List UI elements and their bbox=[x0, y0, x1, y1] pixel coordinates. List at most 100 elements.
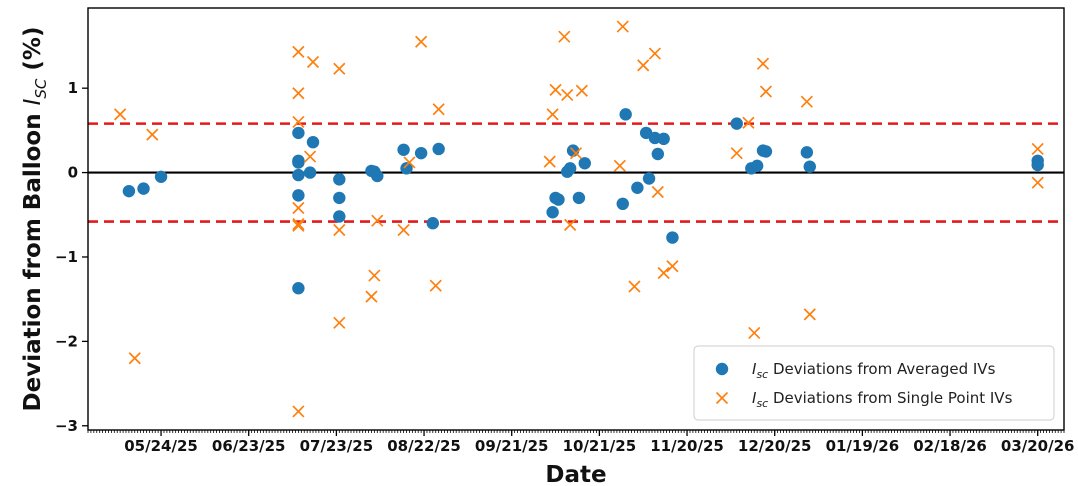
point-single-39 bbox=[742, 116, 755, 129]
point-single-15-stroke-b bbox=[365, 290, 378, 303]
point-single-7-stroke-b bbox=[292, 217, 305, 231]
point-single-36 bbox=[651, 185, 664, 199]
point-single-23-stroke-b bbox=[543, 155, 556, 168]
y-tick-label-4: 1 bbox=[68, 79, 78, 97]
point-single-13-stroke-b bbox=[333, 223, 346, 237]
point-single-24 bbox=[546, 108, 559, 121]
point-single-14-stroke-b bbox=[333, 316, 346, 329]
point-single-2 bbox=[146, 128, 159, 141]
x-tick-label-5: 10/21/25 bbox=[563, 437, 637, 455]
plot-area bbox=[88, 20, 1064, 418]
point-single-12-stroke-b bbox=[333, 62, 346, 75]
point-averaged-39 bbox=[730, 117, 743, 130]
point-single-27-stroke-b bbox=[561, 88, 574, 102]
point-single-29-stroke-b bbox=[569, 147, 583, 160]
point-single-35-stroke-b bbox=[648, 47, 661, 60]
point-single-11-stroke-b bbox=[306, 55, 320, 69]
x-tick-label-4: 09/21/25 bbox=[475, 437, 549, 455]
point-single-16 bbox=[368, 269, 381, 282]
point-single-46 bbox=[1031, 142, 1044, 156]
point-single-11 bbox=[306, 55, 320, 69]
point-single-44 bbox=[800, 95, 813, 108]
point-single-23 bbox=[543, 155, 556, 168]
point-averaged-5 bbox=[292, 168, 305, 182]
point-single-40 bbox=[730, 147, 743, 160]
point-averaged-24 bbox=[552, 193, 565, 206]
point-single-8-stroke-b bbox=[292, 219, 305, 232]
point-single-33 bbox=[628, 280, 641, 293]
point-single-40-stroke-b bbox=[730, 147, 743, 160]
point-single-3-stroke-b bbox=[292, 45, 305, 58]
y-tick-label-0: −3 bbox=[55, 417, 78, 435]
point-averaged-45 bbox=[803, 160, 816, 173]
x-tick-label-6: 11/20/25 bbox=[650, 437, 724, 455]
point-averaged-7 bbox=[292, 189, 305, 202]
x-tick-label-2: 07/23/25 bbox=[300, 437, 374, 455]
point-single-15 bbox=[365, 290, 378, 303]
point-single-20-stroke-b bbox=[415, 35, 428, 48]
y-tick-label-2: −1 bbox=[55, 248, 78, 266]
point-single-16-stroke-b bbox=[368, 269, 381, 282]
point-averaged-44 bbox=[800, 146, 814, 159]
point-single-47 bbox=[1031, 176, 1044, 189]
point-averaged-8 bbox=[292, 282, 305, 295]
point-single-33-stroke-b bbox=[628, 280, 641, 293]
point-single-31 bbox=[613, 159, 626, 172]
x-tick-label-8: 01/19/26 bbox=[826, 437, 900, 455]
point-single-0-stroke-b bbox=[114, 108, 127, 121]
point-single-9 bbox=[292, 405, 305, 418]
point-single-31-stroke-b bbox=[613, 159, 626, 172]
legend-label-averaged-text: Deviations from Averaged IVs bbox=[768, 360, 995, 378]
point-single-22 bbox=[432, 103, 445, 116]
point-averaged-31 bbox=[619, 108, 632, 121]
y-tick-label-3: 0 bbox=[68, 164, 78, 182]
point-single-43 bbox=[759, 85, 773, 98]
legend-label-single-point: Isc Deviations from Single Point IVs bbox=[752, 389, 1013, 410]
point-single-10 bbox=[303, 150, 317, 163]
point-single-5-stroke-b bbox=[292, 115, 305, 129]
point-single-35 bbox=[648, 47, 661, 60]
x-tick-label-7: 12/20/25 bbox=[738, 437, 812, 455]
point-averaged-20 bbox=[426, 217, 440, 230]
x-tick-label-3: 08/22/25 bbox=[387, 437, 461, 455]
point-single-3 bbox=[292, 45, 305, 58]
x-tick-label-9: 02/18/26 bbox=[913, 437, 987, 455]
point-single-13 bbox=[333, 223, 346, 237]
point-single-38-stroke-b bbox=[666, 260, 679, 273]
point-averaged-32 bbox=[631, 181, 644, 194]
point-single-6-stroke-b bbox=[292, 201, 305, 215]
point-single-7 bbox=[292, 217, 305, 231]
legend-label-averaged: Isc Deviations from Averaged IVs bbox=[752, 360, 996, 381]
legend-marker-averaged bbox=[715, 362, 729, 376]
point-single-26 bbox=[558, 30, 571, 43]
point-single-32 bbox=[616, 20, 629, 33]
point-single-10-stroke-b bbox=[303, 150, 317, 163]
point-single-2-stroke-b bbox=[146, 128, 159, 141]
point-single-19-stroke-b bbox=[403, 156, 416, 169]
point-averaged-29 bbox=[578, 157, 591, 170]
point-averaged-28 bbox=[572, 191, 586, 205]
axes: 05/24/25 06/23/25 07/23/25 08/22/25 09/21/25… bbox=[55, 7, 1074, 455]
point-averaged-12 bbox=[333, 191, 346, 205]
y-axis-title-symbol: I bbox=[20, 98, 46, 105]
point-single-14 bbox=[333, 316, 346, 329]
point-averaged-36 bbox=[651, 147, 665, 161]
point-single-27 bbox=[561, 88, 574, 102]
point-single-43-stroke-b bbox=[759, 85, 773, 98]
point-single-45 bbox=[803, 308, 816, 321]
legend-x-stroke-b bbox=[715, 391, 729, 405]
point-single-30-stroke-b bbox=[575, 84, 588, 97]
point-averaged-30 bbox=[616, 197, 629, 211]
point-averaged-43 bbox=[759, 145, 773, 158]
point-averaged-47 bbox=[1031, 158, 1044, 172]
point-single-25 bbox=[549, 83, 562, 96]
point-single-34 bbox=[637, 59, 650, 72]
point-averaged-37 bbox=[657, 132, 670, 146]
x-axis-title: Date bbox=[545, 462, 606, 486]
point-single-42 bbox=[756, 57, 770, 70]
legend-label-averaged-subscript: sc bbox=[756, 368, 768, 381]
point-single-38 bbox=[666, 260, 679, 273]
point-single-46-stroke-b bbox=[1031, 142, 1044, 156]
x-tick-label-0: 05/24/25 bbox=[124, 437, 198, 455]
